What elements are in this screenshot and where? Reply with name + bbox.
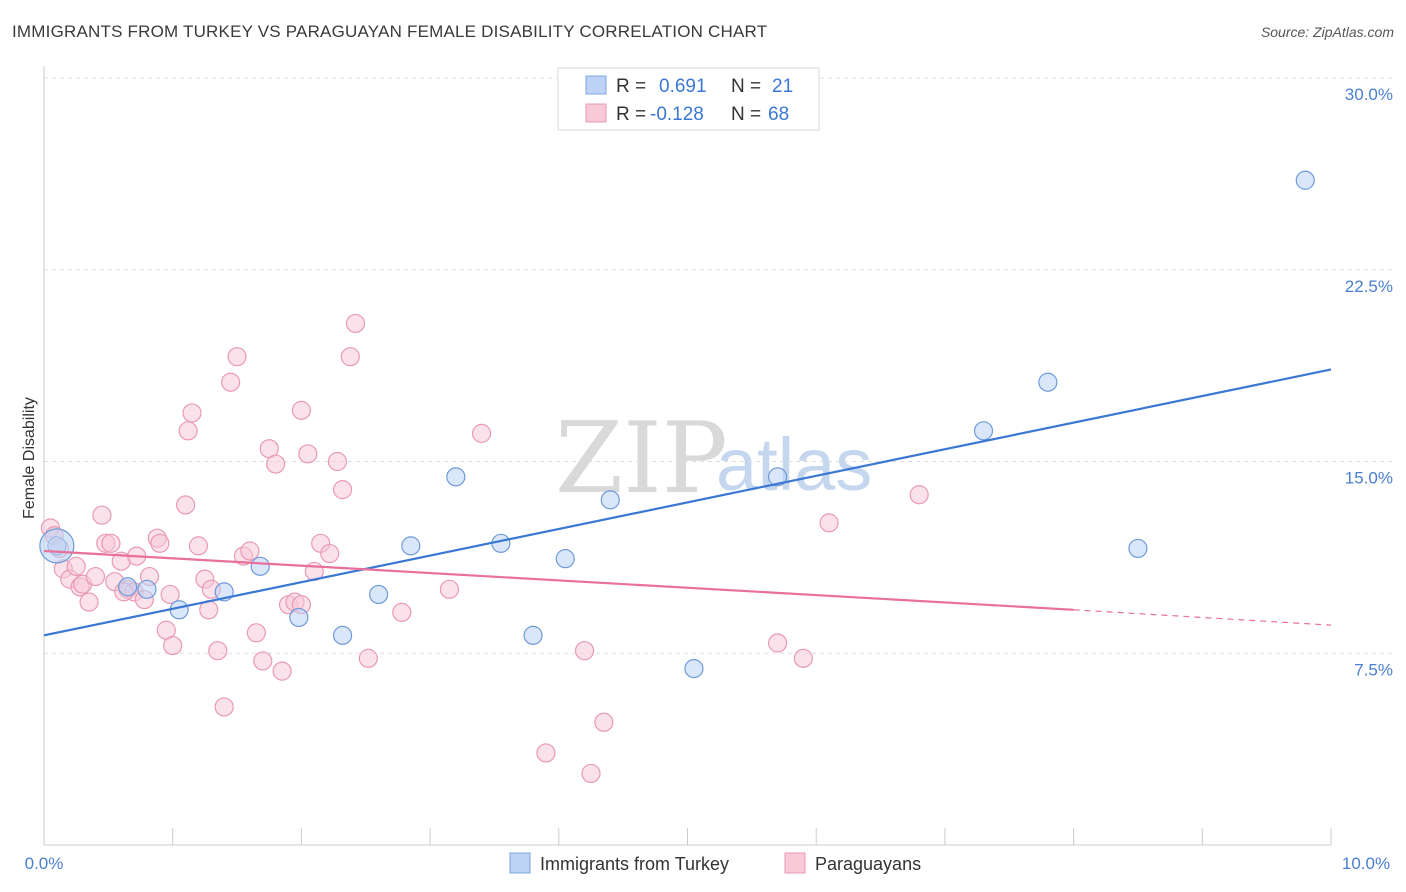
turkey-point	[555, 549, 575, 569]
turkey-point	[684, 658, 704, 679]
bottom-legend-swatch-turkey	[509, 852, 531, 874]
y-tick-label: 22.5%	[1345, 277, 1393, 296]
paraguayans-point	[101, 533, 121, 553]
paraguayans-point	[291, 400, 311, 420]
paraguayans-point	[327, 451, 348, 472]
turkey-point	[600, 490, 620, 510]
legend-r-value-turkey: 0.691	[659, 76, 707, 97]
paraguayans-point	[266, 454, 286, 474]
paraguayans-point	[150, 533, 170, 553]
legend-r-label-paraguayans: R =	[616, 104, 646, 125]
legend-r-value-paraguayans: -0.128	[650, 104, 704, 125]
paraguayans-point	[221, 372, 241, 392]
paraguayans-point	[214, 697, 234, 717]
paraguayans-point	[793, 648, 813, 668]
watermark-atlas: atlas	[716, 423, 872, 506]
paraguayans-point	[574, 641, 595, 661]
turkey-point	[250, 556, 270, 576]
turkey-point	[118, 577, 138, 597]
turkey-point	[369, 584, 389, 605]
y-tick-labels: 7.5% 15.0% 22.5% 30.0%	[1345, 85, 1393, 679]
turkey-point	[289, 607, 309, 628]
paraguayans-point	[340, 347, 360, 367]
turkey-point	[446, 467, 466, 487]
paraguayans-point	[332, 480, 353, 500]
legend-n-label-paraguayans: N =	[731, 104, 761, 125]
x-tick-label-max: 10.0%	[1342, 854, 1390, 873]
paraguayans-point	[909, 485, 929, 505]
paraguayans-point	[471, 423, 492, 443]
turkey-point	[1128, 538, 1148, 559]
paraguayans-point	[92, 505, 112, 525]
legend-n-value-turkey: 21	[772, 76, 793, 97]
turkey-point	[1038, 372, 1058, 392]
y-tick-label: 30.0%	[1345, 85, 1393, 104]
paraguayans-point	[66, 556, 86, 576]
turkey-point	[1295, 170, 1315, 190]
paraguayans-point	[345, 313, 366, 334]
trend-lines	[43, 368, 1332, 637]
paraguayans-point	[358, 648, 378, 668]
paraguayans-point	[298, 444, 318, 464]
x-axis-ticks	[43, 828, 1332, 845]
paraguayans-trend-line	[43, 549, 1074, 611]
paraguayans-points	[40, 313, 929, 784]
y-axis-title: Female Disability	[21, 397, 38, 519]
paraguayans-point	[178, 421, 198, 441]
paraguayans-point	[253, 651, 273, 671]
legend-n-label-turkey: N =	[731, 76, 761, 97]
paraguayans-point	[227, 347, 247, 367]
paraguayans-point	[536, 743, 556, 763]
paraguayans-point	[246, 623, 266, 643]
correlation-legend: R = 0.691 N = 21 R = -0.128 N = 68	[557, 67, 820, 131]
paraguayans-point	[182, 403, 202, 423]
turkey-point	[767, 467, 788, 487]
turkey-point	[401, 536, 421, 556]
paraguayans-point	[439, 579, 460, 599]
watermark-zip: ZIP	[555, 402, 728, 516]
turkey-point	[137, 579, 157, 599]
turkey-point	[523, 625, 543, 645]
chart-title: IMMIGRANTS FROM TURKEY VS PARAGUAYAN FEM…	[12, 22, 768, 41]
paraguayans-point	[163, 635, 183, 656]
paraguayans-point	[392, 602, 412, 622]
paraguayans-point	[581, 763, 601, 784]
legend-n-value-paraguayans: 68	[768, 104, 789, 125]
paraguayans-point	[208, 641, 228, 661]
bottom-legend-label-paraguayans: Paraguayans	[815, 854, 921, 874]
paraguayans-point	[160, 584, 180, 605]
paraguayans-point	[767, 633, 788, 653]
x-tick-label-min: 0.0%	[25, 854, 64, 873]
paraguayans-point	[819, 513, 839, 533]
y-tick-label: 7.5%	[1354, 660, 1393, 679]
paraguayans-trend-extension	[1073, 609, 1332, 626]
gridlines	[44, 77, 1393, 654]
legend-swatch-paraguayans	[585, 103, 607, 123]
turkey-trend-line	[43, 368, 1332, 637]
paraguayans-point	[594, 712, 614, 732]
turkey-point	[332, 625, 353, 645]
paraguayans-point	[320, 543, 340, 564]
y-tick-label: 15.0%	[1345, 469, 1393, 488]
turkey-point	[973, 421, 994, 441]
source-label: Source: ZipAtlas.com	[1260, 24, 1394, 40]
bottom-legend-label-turkey: Immigrants from Turkey	[540, 854, 729, 874]
paraguayans-point	[85, 566, 106, 587]
turkey-point-large	[39, 528, 75, 564]
paraguayans-point	[272, 661, 292, 681]
legend-r-label-turkey: R =	[616, 76, 646, 97]
turkey-points	[39, 170, 1315, 679]
paraguayans-point	[175, 495, 196, 515]
bottom-legend-swatch-paraguayans	[784, 852, 806, 874]
paraguayans-point	[79, 592, 99, 612]
series-legend: Immigrants from Turkey Paraguayans	[509, 852, 921, 874]
legend-swatch-turkey	[585, 75, 607, 95]
paraguayans-point	[188, 536, 209, 556]
paraguayans-point	[240, 541, 260, 561]
